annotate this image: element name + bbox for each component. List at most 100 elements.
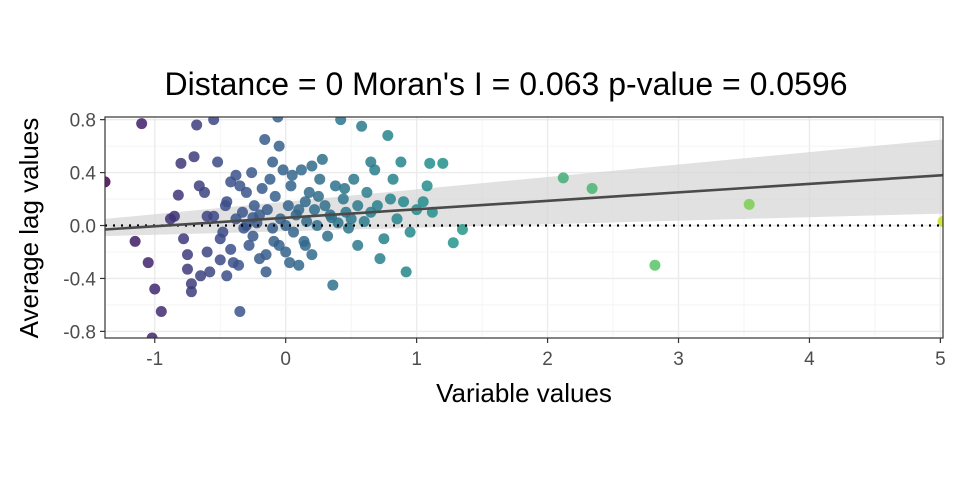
data-point: [329, 180, 341, 192]
data-point: [248, 200, 260, 212]
data-point: [398, 196, 410, 208]
y-tick-label: 0.4: [70, 164, 97, 185]
data-point: [586, 182, 598, 194]
data-point: [327, 279, 339, 291]
data-point: [421, 180, 433, 192]
data-point: [261, 204, 273, 216]
data-point: [185, 278, 197, 290]
x-tick-label: 0: [280, 349, 291, 370]
data-point: [260, 266, 272, 278]
data-point: [181, 249, 193, 261]
data-point: [303, 186, 315, 198]
data-point: [387, 173, 399, 185]
data-point: [277, 164, 289, 176]
data-point: [260, 249, 272, 261]
data-point: [374, 253, 386, 265]
data-point: [456, 223, 468, 235]
data-point: [343, 222, 355, 234]
data-point: [322, 230, 334, 242]
data-point: [247, 230, 259, 242]
data-point: [314, 173, 326, 185]
x-axis-title: Variable values: [436, 378, 612, 408]
data-point: [234, 306, 246, 318]
x-tick-label: 3: [673, 349, 684, 370]
data-point: [259, 133, 271, 145]
data-point: [188, 151, 200, 163]
data-point: [649, 259, 661, 271]
data-point: [293, 259, 305, 271]
panel-border: [104, 116, 944, 339]
data-point: [345, 213, 357, 225]
data-point: [129, 235, 141, 247]
data-point: [369, 164, 381, 176]
data-point: [195, 270, 207, 282]
data-point: [295, 164, 307, 176]
data-point: [356, 120, 368, 132]
regression-line: [104, 173, 944, 231]
data-point: [319, 200, 331, 212]
data-point: [312, 190, 324, 202]
data-point: [273, 239, 285, 251]
data-point: [299, 239, 311, 251]
data-point: [339, 182, 351, 194]
data-point: [230, 169, 242, 181]
data-point: [352, 200, 364, 212]
data-point: [175, 157, 187, 169]
data-point: [246, 167, 258, 179]
data-point: [395, 156, 407, 168]
data-point: [284, 257, 296, 269]
data-point: [417, 196, 429, 208]
data-point: [181, 263, 193, 275]
reference-lines: [104, 173, 944, 231]
data-point: [240, 220, 252, 232]
y-tick-label: -0.4: [63, 269, 96, 290]
data-point: [221, 270, 233, 282]
data-point: [264, 173, 276, 185]
data-point: [234, 180, 246, 192]
x-tick-label: -1: [146, 349, 163, 370]
data-point: [204, 266, 216, 278]
y-axis-title: Average lag values: [14, 118, 44, 339]
data-point: [299, 196, 311, 208]
data-point: [309, 204, 320, 216]
data-point: [191, 119, 203, 131]
data-point: [384, 193, 396, 205]
data-point: [155, 306, 167, 318]
y-tick-label: -0.8: [63, 322, 96, 343]
data-point: [273, 140, 285, 152]
data-point: [557, 172, 569, 184]
data-point: [301, 216, 313, 228]
data-point: [382, 130, 394, 142]
data-point: [267, 156, 279, 168]
y-tick-label: 0.8: [70, 111, 96, 132]
data-point: [185, 286, 197, 298]
data-point: [201, 246, 213, 258]
data-point: [404, 226, 416, 238]
data-point: [149, 283, 161, 295]
data-point: [201, 210, 213, 222]
data-point: [348, 173, 360, 185]
data-point: [361, 186, 373, 198]
data-point: [146, 332, 158, 338]
chart-title: Distance = 0 Moran's I = 0.063 p-value =…: [165, 66, 848, 102]
data-point: [293, 204, 305, 216]
data-point: [208, 117, 220, 126]
data-point: [136, 118, 148, 130]
data-point: [217, 226, 229, 238]
data-point: [437, 157, 449, 169]
data-point: [221, 196, 233, 208]
data-point: [424, 157, 436, 169]
x-tick-label: 2: [542, 349, 553, 370]
data-point: [335, 117, 347, 126]
data-point: [285, 180, 297, 192]
data-point: [743, 198, 755, 210]
data-point: [199, 186, 211, 198]
data-point: [311, 220, 323, 232]
x-tick-label: 4: [804, 349, 815, 370]
data-point: [352, 239, 364, 251]
data-point: [256, 182, 268, 194]
data-point: [282, 200, 294, 212]
y-axis-ticks: -0.8 -0.4 0.0 0.4 0.8: [63, 111, 105, 343]
data-point: [391, 213, 403, 225]
